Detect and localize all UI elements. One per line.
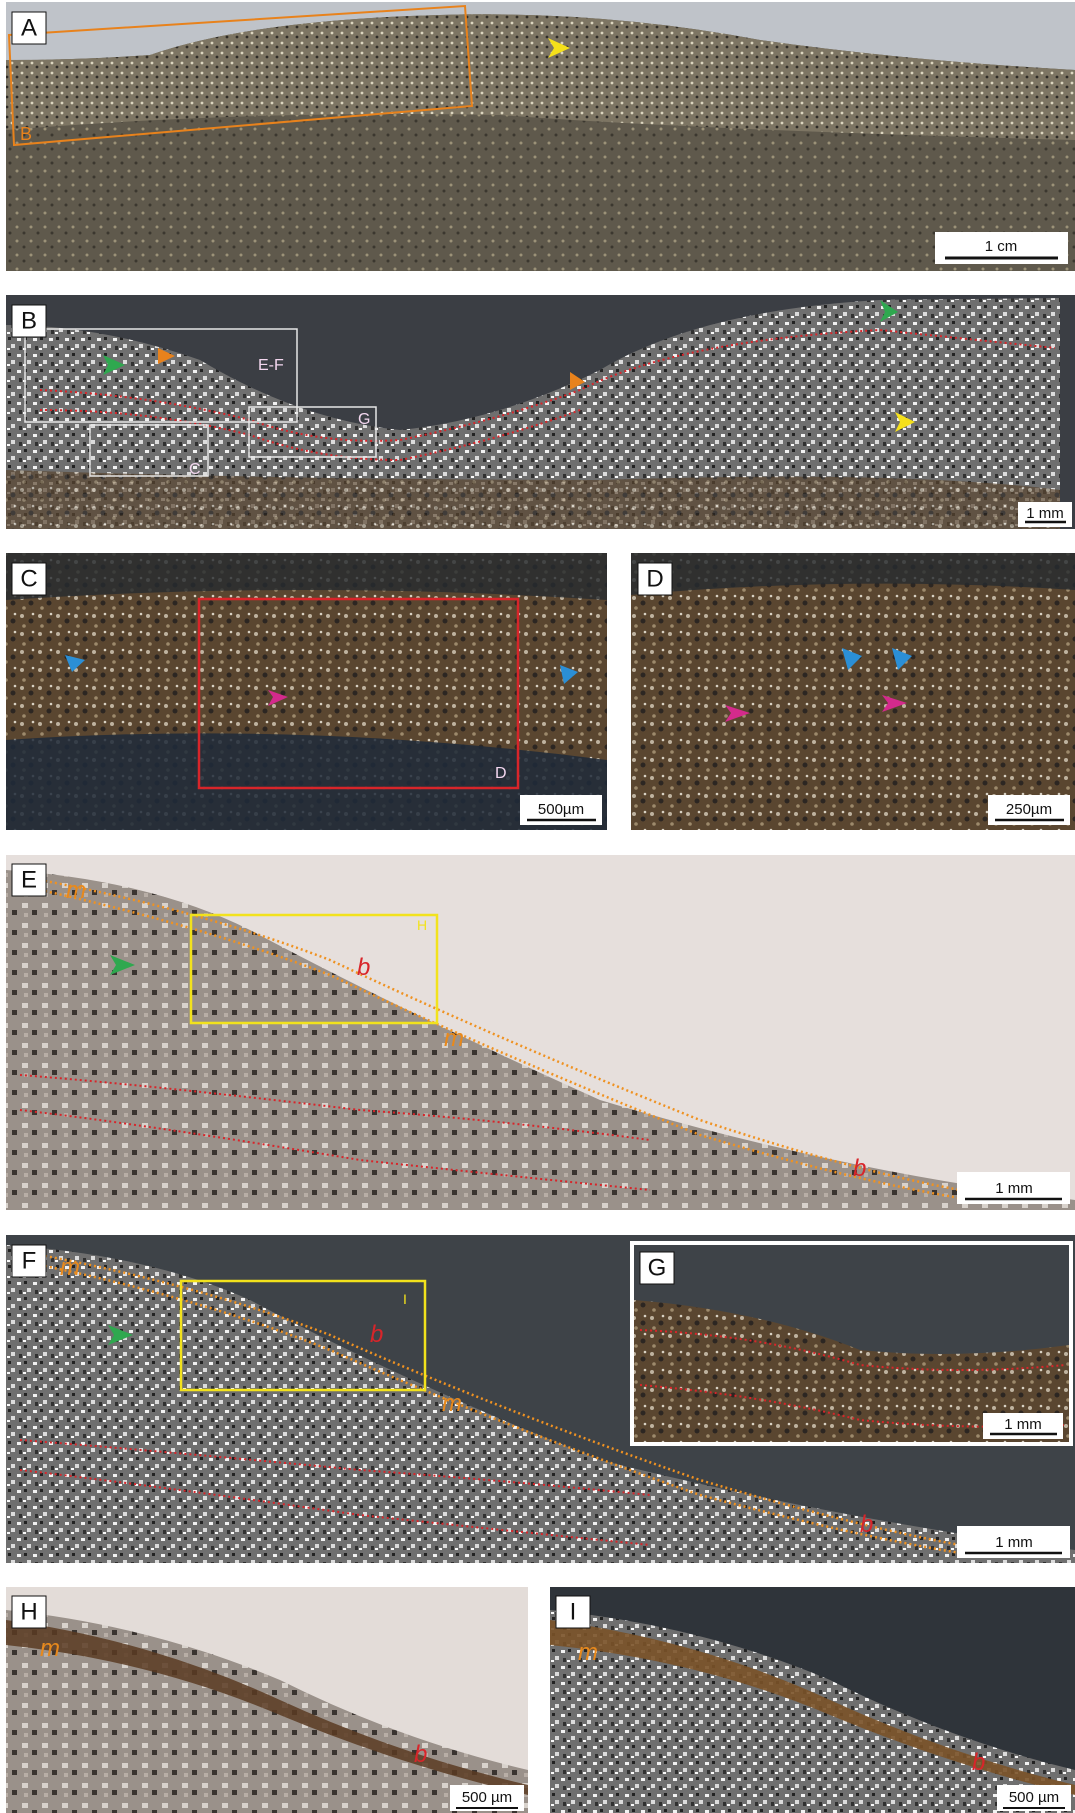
box-label: E-F bbox=[258, 357, 284, 374]
box-label: H bbox=[417, 917, 427, 933]
layer-label: m bbox=[442, 1390, 462, 1417]
panel-label: I bbox=[570, 1598, 577, 1625]
scale-bar: 1 mm bbox=[995, 1180, 1033, 1197]
layer-label: m bbox=[444, 1025, 464, 1052]
panel-g: G 1 mm bbox=[630, 1241, 1073, 1446]
panel-b: B E-F G C 1 mm bbox=[6, 295, 1075, 529]
layer-label: m bbox=[60, 1254, 80, 1281]
scale-bar: 1 mm bbox=[995, 1534, 1033, 1551]
panel-a: A B 1 cm bbox=[6, 2, 1075, 271]
layer-label: b bbox=[370, 1321, 383, 1348]
panel-label: A bbox=[21, 14, 37, 41]
scale-bar: 500 µm bbox=[1009, 1789, 1059, 1806]
box-label: C bbox=[189, 461, 201, 478]
panel-c: C D 500µm bbox=[6, 553, 607, 830]
layer-label: b bbox=[853, 1155, 866, 1182]
panel-e: E m b H m b 1 mm bbox=[6, 855, 1075, 1210]
box-label: I bbox=[403, 1291, 407, 1307]
scale-bar: 1 cm bbox=[985, 238, 1018, 255]
panel-label: H bbox=[20, 1598, 37, 1625]
scale-bar: 250µm bbox=[1006, 801, 1052, 818]
panel-label: B bbox=[21, 307, 37, 334]
scale-bar: 1 mm bbox=[1026, 505, 1064, 522]
panel-label: F bbox=[22, 1247, 37, 1274]
figure: A B 1 cm B E-F G C 1 mm C D 500µm D 250µ… bbox=[0, 0, 1075, 1813]
panel-i: I m b 500 µm bbox=[550, 1587, 1075, 1813]
scale-bar: 500µm bbox=[538, 801, 584, 818]
layer-label: m bbox=[578, 1639, 598, 1666]
layer-label: b bbox=[972, 1749, 985, 1776]
layer-label: b bbox=[860, 1511, 873, 1538]
box-label: G bbox=[358, 411, 370, 428]
layer-label: b bbox=[414, 1741, 427, 1768]
layer-label: m bbox=[66, 877, 86, 904]
scale-bar: 1 mm bbox=[1004, 1416, 1042, 1433]
box-label: B bbox=[20, 124, 32, 144]
scale-bar: 500 µm bbox=[462, 1789, 512, 1806]
panel-label: C bbox=[20, 565, 37, 592]
panel-label: D bbox=[646, 565, 663, 592]
panel-h: H m b 500 µm bbox=[6, 1587, 528, 1813]
panel-d: D 250µm bbox=[631, 553, 1075, 830]
layer-label: b bbox=[357, 954, 370, 981]
panel-label: E bbox=[21, 866, 37, 893]
layer-label: m bbox=[40, 1635, 60, 1662]
panel-label: G bbox=[648, 1254, 667, 1281]
box-label: D bbox=[495, 765, 507, 782]
